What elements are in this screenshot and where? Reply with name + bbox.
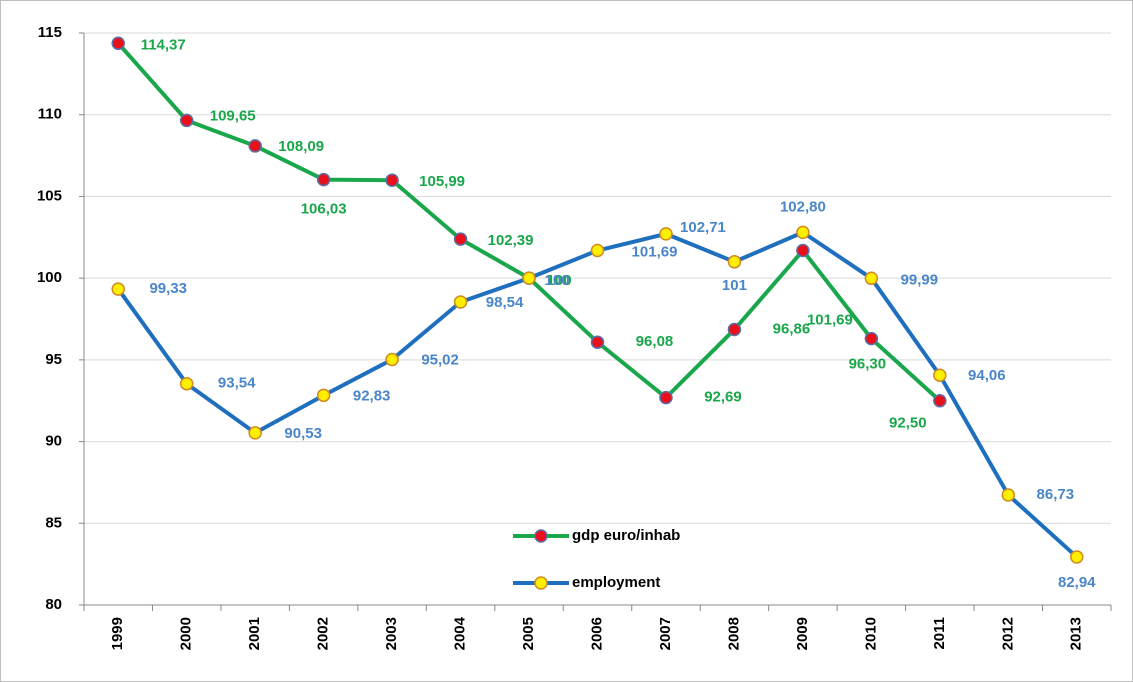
y-tick-label: 115: [38, 24, 62, 41]
y-tick-label: 85: [45, 514, 62, 531]
data-label: 101: [722, 277, 747, 294]
x-tick-label: 2010: [862, 617, 879, 650]
data-label: 92,69: [704, 389, 742, 406]
data-label: 99,33: [149, 280, 187, 297]
legend-label: employment: [572, 574, 660, 591]
x-tick-label: 2002: [315, 617, 332, 650]
data-point: [316, 172, 331, 187]
data-point: [864, 331, 879, 346]
data-label: 90,53: [284, 425, 322, 442]
data-label: 92,50: [889, 415, 927, 432]
data-label: 102,71: [680, 219, 726, 236]
data-point: [933, 393, 947, 408]
data-point: [316, 388, 331, 403]
data-label: 94,06: [968, 367, 1006, 384]
y-tick-label: 95: [45, 351, 62, 368]
data-point: [659, 390, 673, 405]
data-label: 108,09: [278, 138, 324, 155]
data-label: 101,69: [807, 311, 853, 328]
data-point: [385, 352, 399, 367]
y-tick-label: 110: [38, 106, 62, 123]
data-label: 102,80: [780, 198, 826, 215]
data-point: [933, 368, 947, 382]
x-tick-label: 2001: [246, 617, 263, 650]
x-tick-label: 2006: [588, 617, 605, 650]
data-point: [453, 232, 468, 246]
data-label: 95,02: [421, 351, 459, 368]
x-tick-label: 1999: [109, 617, 126, 650]
x-tick-label: 2008: [725, 617, 742, 650]
data-label: 106,03: [301, 201, 347, 218]
data-point: [385, 173, 399, 187]
data-point: [659, 227, 673, 241]
x-tick-label: 2007: [657, 617, 674, 650]
data-point: [590, 243, 605, 258]
data-point: [727, 322, 742, 337]
data-point: [864, 271, 879, 286]
data-point: [796, 225, 810, 240]
data-label: 93,54: [218, 375, 256, 392]
x-tick-label: 2004: [452, 616, 469, 650]
data-label: 96,30: [849, 356, 887, 373]
data-label: 100: [545, 272, 570, 289]
data-point: [179, 376, 194, 391]
data-label: 92,83: [353, 387, 391, 404]
data-label: 86,73: [1037, 486, 1075, 503]
data-point: [111, 36, 125, 51]
legend-marker: [534, 529, 548, 543]
data-label: 98,54: [486, 294, 524, 311]
x-tick-label: 2013: [1068, 617, 1085, 650]
data-point: [1001, 488, 1016, 502]
data-point: [248, 426, 262, 440]
data-label: 105,99: [419, 173, 465, 190]
y-tick-label: 105: [37, 187, 62, 204]
x-tick-label: 2011: [931, 617, 948, 650]
data-point: [590, 335, 605, 349]
x-tick-label: 2000: [178, 617, 195, 650]
data-label: 96,86: [773, 320, 811, 337]
data-point: [796, 243, 810, 258]
y-tick-label: 100: [37, 269, 62, 286]
data-label: 100: [547, 272, 572, 289]
data-label: 114,37: [141, 36, 186, 53]
data-label: 82,94: [1058, 574, 1096, 591]
legend-label: gdp euro/inhab: [572, 527, 680, 544]
x-tick-label: 2005: [520, 617, 537, 650]
data-label: 102,39: [488, 232, 534, 249]
data-point: [453, 295, 468, 309]
data-point: [727, 255, 742, 269]
data-label: 109,65: [210, 107, 256, 124]
data-label: 101,69: [632, 243, 678, 260]
x-tick-label: 2009: [794, 617, 811, 650]
legend-marker: [534, 576, 548, 590]
data-label: 99,99: [901, 271, 939, 288]
x-tick-label: 2012: [999, 617, 1016, 650]
data-label: 96,08: [636, 333, 674, 350]
x-tick-label: 2003: [383, 617, 400, 650]
y-tick-label: 80: [45, 596, 62, 613]
data-point: [248, 139, 262, 153]
data-point: [1070, 550, 1084, 564]
data-point: [522, 271, 536, 285]
data-point: [111, 282, 125, 296]
y-tick-label: 90: [45, 433, 62, 450]
data-point: [179, 113, 194, 128]
